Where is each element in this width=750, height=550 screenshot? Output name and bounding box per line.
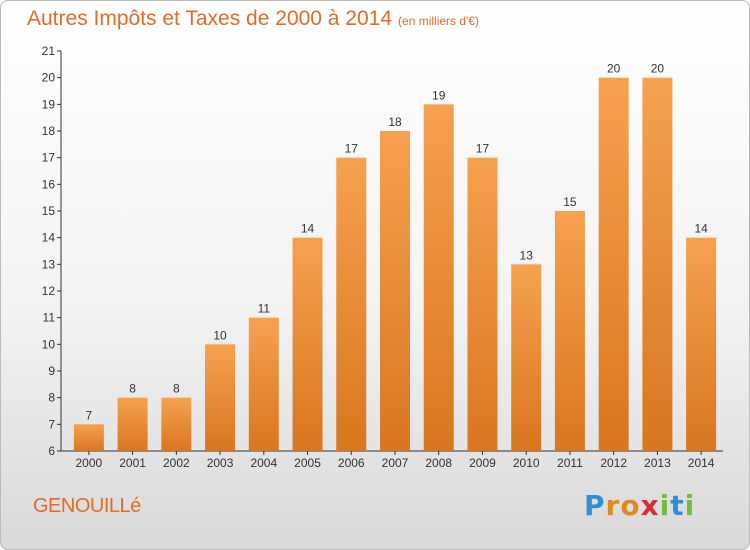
- y-tick-label: 13: [42, 257, 56, 271]
- x-tick-label-2003: 2003: [207, 456, 234, 470]
- chart-title: Autres Impôts et Taxes de 2000 à 2014 (en…: [27, 7, 479, 31]
- x-tick-label-2007: 2007: [382, 456, 409, 470]
- bar-2006: [336, 157, 367, 451]
- bar-2008: [423, 104, 454, 451]
- data-label-2009: 17: [476, 142, 490, 156]
- data-label-2014: 14: [694, 222, 708, 236]
- data-labels-group: 7 8 8 10 11 14 17 18 19 17 13 15 20 20 14: [86, 62, 709, 423]
- bar-2009: [467, 157, 498, 451]
- bars-group: [73, 77, 717, 452]
- x-tick-label-2013: 2013: [644, 456, 671, 470]
- y-tick-label: 6: [48, 444, 55, 458]
- y-tick-label: 14: [42, 231, 56, 245]
- y-tick-label: 11: [43, 311, 56, 325]
- logo-letter: i: [659, 489, 671, 522]
- logo-letter: i: [684, 489, 696, 522]
- x-tick-label-2000: 2000: [76, 456, 103, 470]
- bar-2001: [117, 397, 148, 451]
- logo-letter: P: [584, 489, 606, 522]
- logo-letter: x: [640, 489, 660, 522]
- y-tick-label: 7: [48, 417, 55, 431]
- data-label-2001: 8: [129, 382, 136, 396]
- data-label-2007: 18: [388, 115, 402, 129]
- y-tick-label: 20: [42, 71, 56, 85]
- data-label-2010: 13: [520, 248, 534, 262]
- x-tick-label-2011: 2011: [557, 456, 583, 470]
- x-tick-label-2009: 2009: [469, 456, 496, 470]
- logo-letter: r: [605, 489, 621, 522]
- x-tick-label-2004: 2004: [250, 456, 277, 470]
- data-label-2013: 20: [651, 62, 665, 76]
- bar-2004: [248, 317, 279, 451]
- y-tick-label: 18: [42, 124, 56, 138]
- logo-letter: o: [620, 489, 641, 522]
- data-label-2008: 19: [432, 88, 446, 102]
- x-tick-label-2008: 2008: [425, 456, 452, 470]
- data-label-2000: 7: [86, 408, 93, 422]
- y-tick-label: 21: [42, 44, 56, 58]
- y-tick-label: 17: [42, 151, 56, 165]
- data-label-2011: 15: [563, 195, 577, 209]
- bar-2010: [511, 264, 542, 451]
- proxiti-logo: Proxiti: [584, 489, 695, 522]
- bar-2014: [686, 237, 717, 451]
- x-tick-label-2002: 2002: [163, 456, 190, 470]
- data-label-2006: 17: [345, 142, 359, 156]
- y-tick-label: 10: [42, 337, 56, 351]
- data-label-2005: 14: [301, 222, 315, 236]
- bar-2005: [292, 237, 323, 451]
- x-tick-label-2010: 2010: [513, 456, 540, 470]
- y-tick-label: 16: [42, 177, 56, 191]
- bar-2012: [598, 77, 629, 452]
- x-tick-label-2001: 2001: [119, 456, 146, 470]
- data-label-2004: 11: [258, 302, 271, 316]
- bar-2000: [73, 424, 104, 451]
- y-tick-label: 12: [42, 284, 56, 298]
- title-text: Autres Impôts et Taxes de 2000 à 2014: [27, 7, 393, 30]
- y-tick-label: 19: [42, 97, 56, 111]
- x-tick-label-2005: 2005: [294, 456, 321, 470]
- x-tick-label-2014: 2014: [688, 456, 715, 470]
- x-tick-label-2006: 2006: [338, 456, 365, 470]
- y-tick-label: 9: [48, 364, 55, 378]
- bar-2007: [380, 131, 410, 451]
- bar-2003: [205, 344, 236, 451]
- y-tick-label: 15: [42, 204, 56, 218]
- commune-name: GENOUILLé: [33, 495, 141, 517]
- y-tick-label: 8: [48, 391, 55, 405]
- bar-2011: [554, 211, 585, 451]
- bar-2002: [161, 397, 192, 451]
- x-tick-label-2012: 2012: [600, 456, 627, 470]
- data-label-2012: 20: [607, 62, 621, 76]
- subtitle-text: (en milliers d'€): [398, 14, 480, 28]
- bar-2013: [642, 77, 673, 452]
- data-label-2002: 8: [173, 382, 180, 396]
- logo-letter: t: [670, 489, 685, 522]
- data-label-2003: 10: [213, 328, 227, 342]
